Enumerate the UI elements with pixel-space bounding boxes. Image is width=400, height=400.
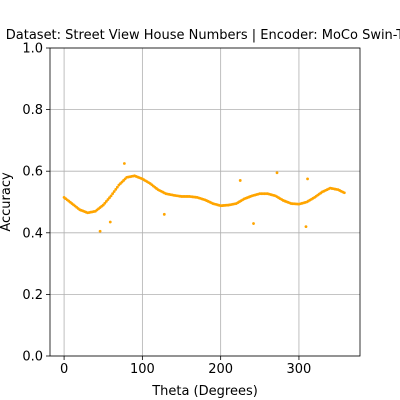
data-point [122, 162, 126, 165]
data-point [108, 220, 112, 224]
x-tick-label: 100 [130, 362, 155, 377]
x-tick-label: 300 [287, 362, 312, 377]
data-point [115, 185, 119, 189]
y-tick-label: 1.0 [22, 42, 43, 57]
data-point [252, 222, 255, 225]
y-tick-label: 0.2 [22, 288, 43, 303]
data-point [111, 192, 115, 196]
data-point [109, 194, 113, 198]
data-point [342, 191, 346, 195]
chart-title: Dataset: Street View House Numbers | Enc… [6, 28, 400, 43]
data-point [114, 187, 118, 191]
grid-lines [50, 47, 360, 357]
data-points [62, 162, 346, 233]
data-point [106, 198, 110, 201]
plot-frame [49, 47, 361, 357]
y-tick-label: 0.8 [22, 103, 43, 118]
data-point [112, 190, 116, 193]
y-axis-label: Accuracy [0, 172, 14, 232]
x-tick-label: 0 [60, 362, 68, 377]
data-point [304, 225, 308, 229]
data-point [108, 196, 111, 200]
data-point [238, 179, 242, 182]
data-point [306, 177, 309, 181]
data-point [103, 201, 107, 205]
y-tick-label: 0.0 [22, 350, 43, 365]
data-point [101, 203, 105, 207]
data-point [162, 212, 166, 216]
axis-ticks: 0 100 200 300 0.0 0.2 0.4 0.6 0.8 1.0 [22, 42, 311, 378]
y-tick-label: 0.6 [22, 165, 43, 180]
data-point [275, 171, 279, 175]
data-point [104, 199, 108, 203]
x-axis-label: Theta (Degrees) [151, 384, 258, 399]
data-point [98, 229, 102, 233]
x-tick-label: 200 [208, 362, 233, 377]
y-tick-label: 0.4 [22, 226, 43, 241]
